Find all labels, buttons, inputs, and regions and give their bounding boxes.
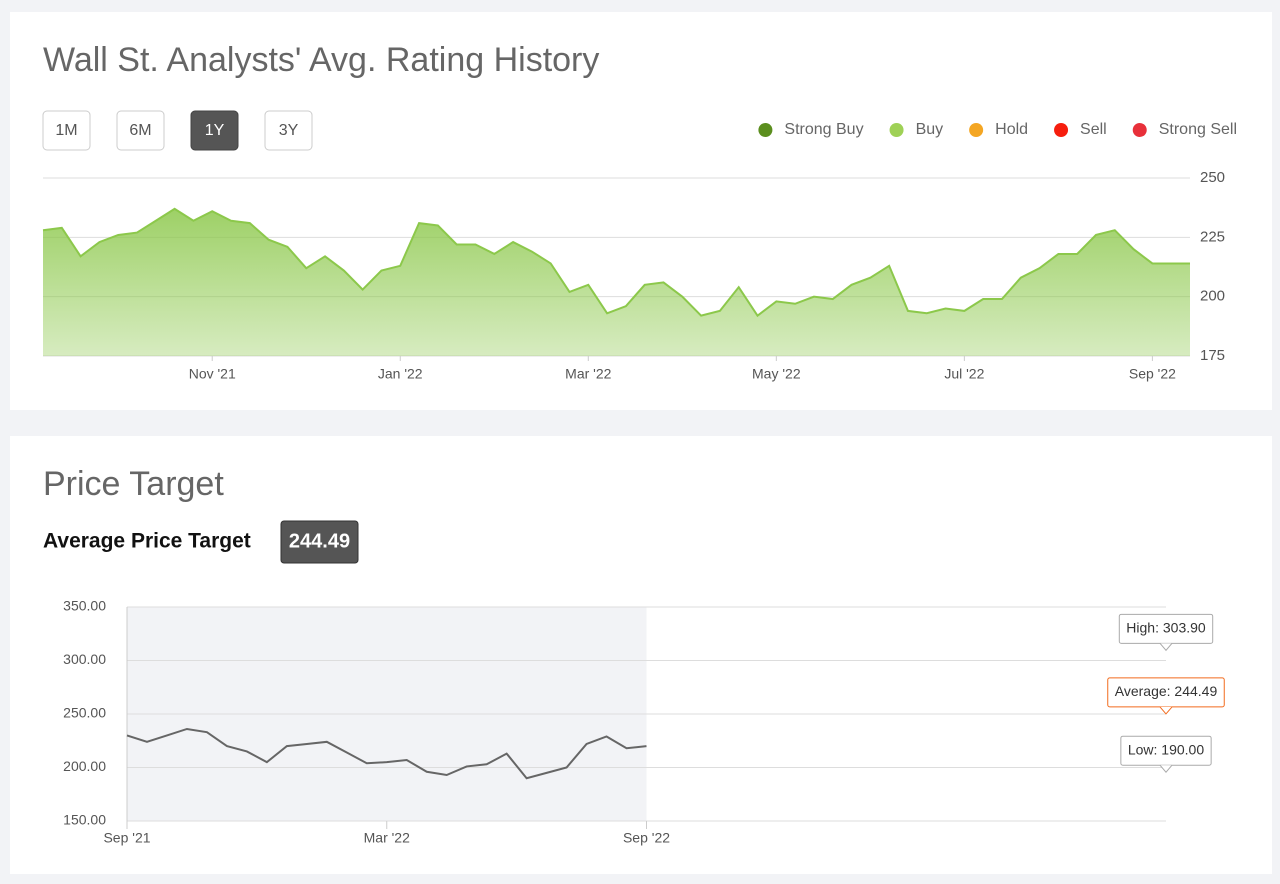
x-tick-label: Sep '22 bbox=[623, 830, 670, 846]
area-line bbox=[42, 207, 1190, 318]
price-line bbox=[126, 727, 647, 780]
legend-label: Strong Buy bbox=[784, 121, 863, 138]
y-tick-label: 250.00 bbox=[63, 705, 106, 721]
range-button-bg bbox=[116, 110, 165, 151]
range-button-label: 3Y bbox=[279, 122, 299, 139]
target-label-pointer bbox=[1159, 706, 1173, 715]
legend-label: Strong Sell bbox=[1159, 121, 1237, 138]
legend-dot bbox=[1054, 123, 1069, 137]
summary-label: Average Price Target bbox=[43, 530, 251, 553]
x-tick-label: Sep '21 bbox=[103, 830, 150, 846]
y-tick-label: 200.00 bbox=[63, 758, 106, 774]
summary-badge bbox=[280, 520, 359, 564]
range-button[interactable]: 3Y bbox=[264, 110, 313, 151]
target-label-pointer bbox=[1159, 643, 1173, 652]
y-tick-label: 250 bbox=[1200, 169, 1225, 186]
range-button-bg bbox=[264, 110, 313, 151]
legend-dot bbox=[1132, 123, 1147, 137]
target-label: Average: 244.49 bbox=[1107, 677, 1225, 715]
x-tick-label: Nov '21 bbox=[189, 366, 236, 382]
legend-label: Buy bbox=[916, 121, 944, 138]
target-label-text: Low: 190.00 bbox=[1128, 741, 1204, 757]
range-button-bg bbox=[42, 110, 91, 151]
target-label-text: Average: 244.49 bbox=[1115, 683, 1218, 699]
x-tick-label: Jul '22 bbox=[944, 366, 984, 382]
y-tick-label: 200 bbox=[1200, 288, 1225, 305]
y-tick-label: 175 bbox=[1200, 347, 1225, 364]
x-tick-label: Sep '22 bbox=[1129, 366, 1176, 382]
legend-label: Hold bbox=[995, 121, 1028, 138]
x-tick-label: Mar '22 bbox=[565, 366, 611, 382]
target-label: High: 303.90 bbox=[1118, 613, 1214, 652]
x-tick-label: Jan '22 bbox=[378, 366, 423, 382]
range-button-label: 1Y bbox=[205, 122, 225, 139]
area-fill bbox=[43, 208, 1190, 356]
range-button[interactable]: 6M bbox=[116, 110, 165, 151]
card-title: Price Target bbox=[43, 465, 224, 503]
legend-label: Sell bbox=[1080, 121, 1107, 138]
range-button-label: 6M bbox=[129, 122, 151, 139]
y-tick-label: 150.00 bbox=[63, 812, 106, 828]
range-button-bg bbox=[190, 110, 239, 151]
target-label: Low: 190.00 bbox=[1120, 735, 1212, 773]
summary-value: 244.49 bbox=[289, 530, 350, 552]
x-tick-label: Mar '22 bbox=[364, 830, 410, 846]
range-button[interactable]: 1Y bbox=[190, 110, 239, 151]
legend-dot bbox=[889, 123, 904, 137]
legend-dot bbox=[969, 123, 984, 137]
target-label-pointer bbox=[1159, 764, 1173, 773]
target-label-text: High: 303.90 bbox=[1126, 620, 1206, 636]
range-button[interactable]: 1M bbox=[42, 110, 91, 151]
y-tick-label: 225 bbox=[1200, 228, 1225, 245]
x-tick-label: May '22 bbox=[752, 366, 801, 382]
y-tick-label: 300.00 bbox=[63, 651, 106, 667]
card-title: Wall St. Analysts' Avg. Rating History bbox=[43, 41, 599, 79]
y-tick-label: 350.00 bbox=[63, 598, 106, 614]
range-button-label: 1M bbox=[55, 122, 77, 139]
legend-dot bbox=[758, 123, 773, 137]
